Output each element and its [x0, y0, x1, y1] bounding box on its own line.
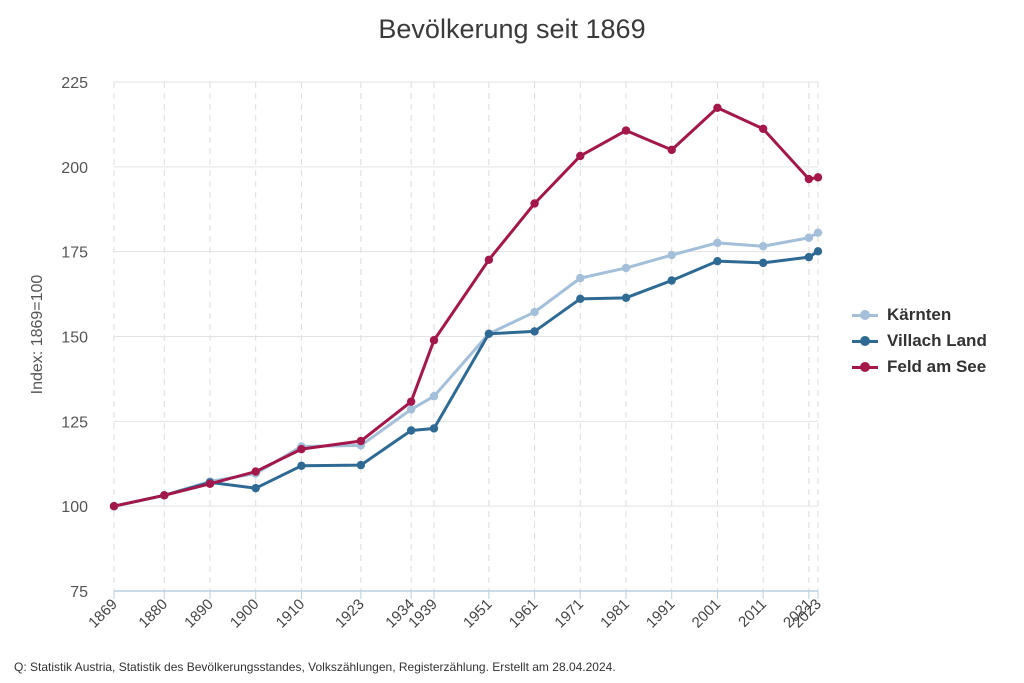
- legend-swatch-dot: [860, 336, 870, 346]
- data-point-feld-am-see: [667, 145, 676, 155]
- series-line-villach-land: [112, 249, 820, 508]
- chart-title: Bevölkerung seit 1869: [378, 14, 646, 44]
- data-point-villach-land: [530, 327, 539, 336]
- data-point-kaernten: [758, 242, 768, 251]
- y-tick-label: 75: [70, 584, 88, 601]
- data-point-kaernten: [813, 228, 823, 237]
- x-tick-label: 1890: [181, 596, 217, 632]
- y-tick-label: 100: [61, 499, 88, 516]
- legend-swatch: [852, 309, 878, 321]
- axes: 75 100 125 150 175 200 225 1869 1880 1890 1900 1910…: [29, 75, 825, 631]
- legend-item-feld-am-see[interactable]: Feld am See: [852, 354, 987, 380]
- x-tick-label: 1981: [597, 596, 633, 632]
- y-tick-label: 225: [61, 75, 88, 92]
- data-point-feld-am-see: [160, 491, 169, 500]
- legend: Kärnten Villach Land Feld am See: [852, 302, 987, 380]
- y-tick-label: 150: [61, 330, 88, 347]
- x-tick-label: 1923: [332, 596, 368, 632]
- data-point-feld-am-see: [429, 336, 439, 345]
- data-point-villach-land: [621, 293, 631, 303]
- x-tick-label: 2001: [689, 596, 725, 632]
- grid: [113, 81, 819, 591]
- data-point-kaernten: [429, 392, 439, 401]
- x-tick-label: 1910: [273, 596, 309, 632]
- data-point-villach-land: [758, 258, 768, 268]
- legend-swatch-dot: [860, 310, 870, 320]
- data-point-villach-land: [429, 424, 439, 433]
- data-point-villach-land: [804, 252, 814, 262]
- data-point-villach-land: [297, 461, 306, 470]
- data-point-feld-am-see: [356, 436, 366, 446]
- source-note: Q: Statistik Austria, Statistik des Bevö…: [14, 660, 616, 674]
- x-tick-label: 2011: [735, 596, 770, 631]
- data-point-kaernten: [576, 273, 585, 283]
- legend-item-kaernten[interactable]: Kärnten: [852, 302, 987, 328]
- data-point-feld-am-see: [713, 103, 722, 112]
- data-point-kaernten: [667, 250, 676, 260]
- data-point-feld-am-see: [576, 151, 585, 161]
- y-tick-label: 125: [61, 414, 88, 431]
- y-tick-label: 175: [61, 245, 88, 262]
- series: [109, 103, 823, 511]
- data-point-feld-am-see: [484, 255, 494, 265]
- data-point-feld-am-see: [205, 479, 215, 488]
- data-point-villach-land: [356, 460, 366, 470]
- x-tick-label: 1951: [460, 596, 496, 632]
- data-point-feld-am-see: [758, 124, 768, 134]
- data-point-villach-land: [576, 294, 585, 304]
- data-point-feld-am-see: [804, 174, 814, 184]
- legend-label: Kärnten: [887, 305, 952, 324]
- series-line-feld-am-see: [112, 106, 820, 508]
- data-point-kaernten: [713, 238, 722, 248]
- x-tick-label: 1971: [551, 596, 587, 632]
- legend-swatch-dot: [860, 362, 870, 372]
- data-point-villach-land: [667, 276, 676, 285]
- data-point-villach-land: [813, 247, 823, 256]
- data-point-villach-land: [713, 256, 722, 266]
- data-point-kaernten: [804, 233, 814, 242]
- data-point-feld-am-see: [813, 173, 823, 182]
- data-point-kaernten: [621, 263, 631, 273]
- x-tick-label: 2023: [789, 596, 825, 632]
- legend-label: Villach Land: [887, 331, 987, 350]
- x-tick-label: 1869: [85, 596, 121, 632]
- legend-item-villach-land[interactable]: Villach Land: [852, 328, 987, 354]
- data-point-feld-am-see: [621, 126, 631, 135]
- legend-swatch: [852, 361, 878, 373]
- data-point-villach-land: [251, 483, 260, 493]
- x-tick-label: 1880: [135, 596, 171, 632]
- data-point-feld-am-see: [251, 467, 260, 476]
- data-point-kaernten: [406, 405, 416, 414]
- data-point-kaernten: [530, 307, 539, 317]
- x-tick-label: 1961: [506, 596, 542, 632]
- data-point-feld-am-see: [406, 397, 416, 406]
- y-axis-label: Index: 1869=100: [29, 275, 46, 395]
- legend-label: Feld am See: [887, 357, 987, 376]
- legend-swatch: [852, 335, 878, 347]
- x-tick-label: 1991: [643, 596, 679, 632]
- series-line-kaernten: [112, 231, 820, 508]
- data-point-feld-am-see: [109, 501, 119, 511]
- data-point-feld-am-see: [530, 199, 539, 208]
- y-tick-label: 200: [61, 160, 88, 177]
- data-point-feld-am-see: [297, 444, 306, 454]
- data-point-villach-land: [406, 426, 416, 435]
- x-tick-label: 1900: [227, 596, 263, 632]
- data-point-villach-land: [484, 329, 494, 338]
